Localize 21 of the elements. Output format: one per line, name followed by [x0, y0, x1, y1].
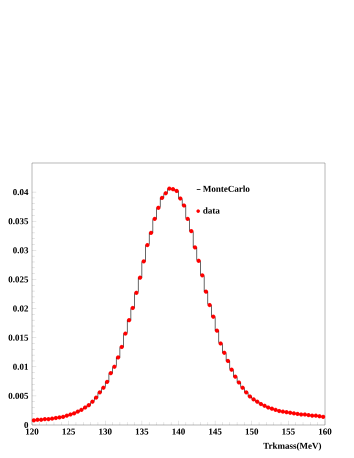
x-tick-label: 155: [282, 428, 295, 435]
y-tick-label: 0.01: [13, 364, 28, 370]
y-tick-label: 0.005: [8, 392, 28, 399]
x-tick-label: 120: [26, 428, 38, 435]
x-tick-label: 130: [99, 428, 112, 435]
legend-label: data: [203, 207, 220, 214]
y-tick-label: 0: [24, 422, 28, 428]
y-tick-label: 0.04: [13, 189, 28, 196]
x-tick-label: 150: [246, 428, 258, 435]
x-tick-label: 145: [209, 428, 222, 435]
x-tick-label: 140: [172, 428, 185, 435]
x-tick-label: 135: [136, 428, 148, 435]
x-tick-label: 125: [62, 428, 76, 435]
y-tick-label: 0.03: [13, 247, 28, 254]
y-tick-label: 0.025: [8, 276, 28, 282]
legend-label: MonteCarlo: [203, 186, 250, 192]
x-axis-title: Trkmass(MeV): [263, 442, 322, 451]
y-tick-label: 0.035: [8, 218, 28, 224]
y-tick-label: 0.015: [8, 334, 28, 341]
y-tick-label: 0.02: [13, 305, 28, 312]
x-tick-label: 160: [318, 428, 332, 435]
